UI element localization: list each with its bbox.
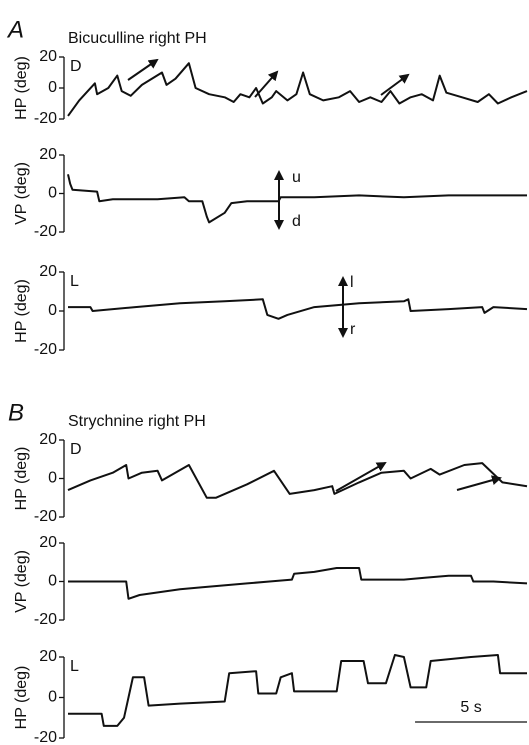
trace (68, 654, 527, 727)
y-tick-label: 20 (39, 48, 57, 65)
y-axis-label: VP (deg) (13, 162, 30, 225)
y-tick-label: 20 (39, 534, 57, 551)
panel-title: Bicuculline right PH (68, 30, 207, 47)
trace (68, 567, 528, 600)
y-tick-label: -20 (34, 729, 57, 745)
trace-label: D (70, 58, 82, 75)
y-tick-label: 0 (48, 185, 57, 202)
trace (67, 462, 528, 499)
y-axis-label: HP (deg) (13, 447, 30, 511)
panel-letter: B (8, 399, 24, 426)
arrow (127, 58, 159, 81)
trace (67, 62, 528, 117)
y-tick-label: 0 (48, 573, 57, 590)
y-tick-label: -20 (34, 223, 57, 240)
y-tick-label: 20 (39, 146, 57, 163)
panel-letter: A (6, 16, 24, 43)
scale-bar-label: 5 s (460, 699, 481, 716)
y-tick-label: 20 (39, 263, 57, 280)
y-axis-label: VP (deg) (13, 550, 30, 613)
y-tick-label: -20 (34, 508, 57, 525)
y-axis-label: HP (deg) (13, 56, 30, 120)
trace (68, 298, 528, 320)
arrow (456, 475, 502, 491)
y-tick-label: -20 (34, 341, 57, 358)
y-tick-label: -20 (34, 611, 57, 628)
trace-label: L (70, 273, 79, 290)
trace (67, 174, 527, 224)
annotation: d (292, 213, 301, 230)
arrow (380, 73, 410, 96)
y-tick-label: 0 (48, 470, 57, 487)
y-tick-label: 0 (48, 79, 57, 96)
y-tick-label: 20 (39, 648, 57, 665)
y-axis-label: HP (deg) (13, 666, 30, 730)
annotation: l (350, 274, 354, 291)
trace-label: D (70, 441, 82, 458)
y-axis-label: HP (deg) (13, 279, 30, 343)
y-tick-label: 20 (39, 431, 57, 448)
annotation: u (292, 169, 301, 186)
y-tick-label: 0 (48, 689, 57, 706)
arrow (335, 462, 387, 492)
y-tick-label: 0 (48, 302, 57, 319)
panel-title: Strychnine right PH (68, 413, 206, 430)
trace-label: L (70, 658, 79, 675)
annotation: r (350, 321, 356, 338)
y-tick-label: -20 (34, 110, 57, 127)
